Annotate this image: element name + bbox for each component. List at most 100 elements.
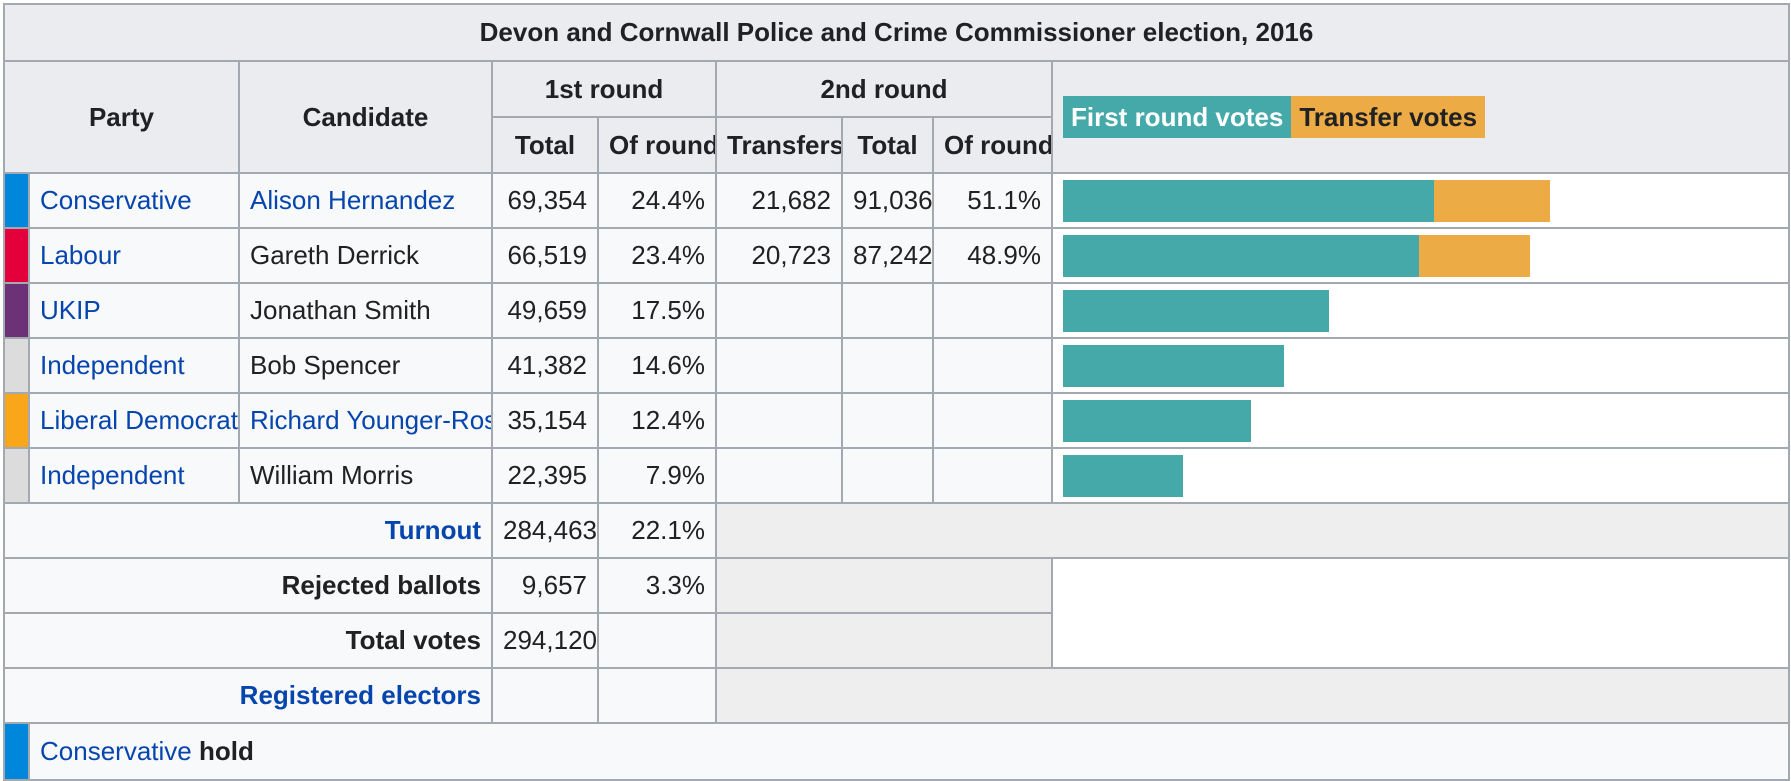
candidate-link[interactable]: Alison Hernandez [238, 172, 493, 229]
rejected-ballots-percent: 3.3% [597, 557, 717, 614]
turnout-percent: 22.1% [597, 502, 717, 559]
legend-transfer-votes: Transfer votes [1291, 96, 1486, 138]
total-votes-total: 294,120 [491, 612, 599, 669]
rejected-ballots-row: Rejected ballots 9,657 3.3% [3, 557, 1790, 669]
party-color-swatch [3, 447, 30, 504]
candidate-row: Labour Gareth Derrick 66,519 23.4% 20,72… [3, 227, 1790, 284]
party-color-swatch [3, 282, 30, 339]
vote-bar-cell [1051, 337, 1790, 394]
legend-first-round-votes: First round votes [1063, 96, 1292, 138]
second-round-percent: 51.1% [932, 172, 1053, 229]
registered-filler [715, 667, 1790, 724]
header-second-round: 2nd round [715, 60, 1053, 118]
result-color-swatch [3, 722, 30, 781]
rejected-filler [715, 557, 1053, 614]
vote-bar-cell [1051, 227, 1790, 284]
transfers [715, 337, 843, 394]
result-word: hold [198, 736, 254, 766]
party-link[interactable]: Independent [28, 447, 240, 504]
header-first-round-total: Total [491, 116, 599, 174]
candidate-name: William Morris [238, 447, 493, 504]
first-round-vote-bar [1063, 344, 1285, 387]
first-round-total: 49,659 [491, 282, 599, 339]
registered-electors-link[interactable]: Registered electors [3, 667, 493, 724]
vote-bar-cell [1051, 282, 1790, 339]
party-color-swatch [3, 337, 30, 394]
transfers [715, 282, 843, 339]
second-round-total [841, 337, 934, 394]
first-round-percent: 12.4% [597, 392, 717, 449]
registered-electors-total [491, 667, 599, 724]
first-round-percent: 14.6% [597, 337, 717, 394]
total-votes-row: Total votes 294,120 [3, 612, 1789, 669]
party-color-swatch [3, 172, 30, 229]
party-link[interactable]: Labour [28, 227, 240, 284]
header-party: Party [3, 60, 240, 174]
candidate-row: Independent William Morris 22,395 7.9% [3, 447, 1790, 504]
header-transfers: Transfers [715, 116, 843, 174]
election-results-table: Devon and Cornwall Police and Crime Comm… [3, 3, 1790, 781]
header-second-round-of-round: Of round [932, 116, 1053, 174]
result-party-link[interactable]: Conservative [40, 736, 192, 766]
turnout-link[interactable]: Turnout [3, 502, 493, 559]
party-link[interactable]: Independent [28, 337, 240, 394]
candidate-row: Conservative Alison Hernandez 69,354 24.… [3, 172, 1790, 229]
party-color-swatch [3, 227, 30, 284]
first-round-total: 22,395 [491, 447, 599, 504]
second-round-total: 87,242 [841, 227, 934, 284]
first-round-vote-bar [1063, 289, 1329, 332]
total-votes-percent [597, 612, 717, 669]
transfers: 20,723 [715, 227, 843, 284]
header-second-round-total: Total [841, 116, 934, 174]
second-round-total [841, 282, 934, 339]
second-round-percent [932, 392, 1053, 449]
registered-electors-percent [597, 667, 717, 724]
header-candidate: Candidate [238, 60, 493, 174]
party-link[interactable]: UKIP [28, 282, 240, 339]
rejected-ballots-label: Rejected ballots [3, 557, 493, 614]
first-round-total: 66,519 [491, 227, 599, 284]
transfers: 21,682 [715, 172, 843, 229]
total-votes-filler [715, 612, 1053, 669]
second-round-percent [932, 337, 1053, 394]
first-round-vote-bar [1063, 179, 1434, 222]
candidate-row: Independent Bob Spencer 41,382 14.6% [3, 337, 1790, 394]
second-round-percent [932, 282, 1053, 339]
table-title: Devon and Cornwall Police and Crime Comm… [3, 3, 1790, 62]
candidate-name: Bob Spencer [238, 337, 493, 394]
turnout-total: 284,463 [491, 502, 599, 559]
candidate-row: UKIP Jonathan Smith 49,659 17.5% [3, 282, 1790, 339]
vote-bar-cell [1051, 392, 1790, 449]
result-text: Conservative hold [28, 722, 1790, 781]
second-round-total: 91,036 [841, 172, 934, 229]
first-round-vote-bar [1063, 399, 1252, 442]
header-first-round-of-round: Of round [597, 116, 717, 174]
first-round-total: 69,354 [491, 172, 599, 229]
turnout-row: Turnout 284,463 22.1% [3, 502, 1790, 559]
chart-legend-cell: First round votes Transfer votes [1051, 60, 1790, 174]
transfers [715, 392, 843, 449]
header-first-round: 1st round [491, 60, 717, 118]
party-color-swatch [3, 392, 30, 449]
turnout-filler [715, 502, 1790, 559]
candidate-link[interactable]: Richard Younger-Ross [238, 392, 493, 449]
first-round-percent: 17.5% [597, 282, 717, 339]
party-link[interactable]: Liberal Democrats [28, 392, 240, 449]
first-round-vote-bar [1063, 234, 1419, 277]
second-round-total [841, 392, 934, 449]
total-votes-label: Total votes [3, 612, 493, 669]
transfer-vote-bar [1434, 179, 1550, 222]
party-link[interactable]: Conservative [28, 172, 240, 229]
first-round-total: 35,154 [491, 392, 599, 449]
second-round-percent: 48.9% [932, 227, 1053, 284]
first-round-total: 41,382 [491, 337, 599, 394]
candidate-row: Liberal Democrats Richard Younger-Ross 3… [3, 392, 1790, 449]
result-row: Conservative hold [3, 722, 1790, 781]
chart-blank-cell [1051, 557, 1790, 669]
candidate-name: Jonathan Smith [238, 282, 493, 339]
transfers [715, 447, 843, 504]
vote-bar-cell [1051, 447, 1790, 504]
registered-electors-row: Registered electors [3, 667, 1790, 724]
vote-bar-cell [1051, 172, 1790, 229]
second-round-percent [932, 447, 1053, 504]
